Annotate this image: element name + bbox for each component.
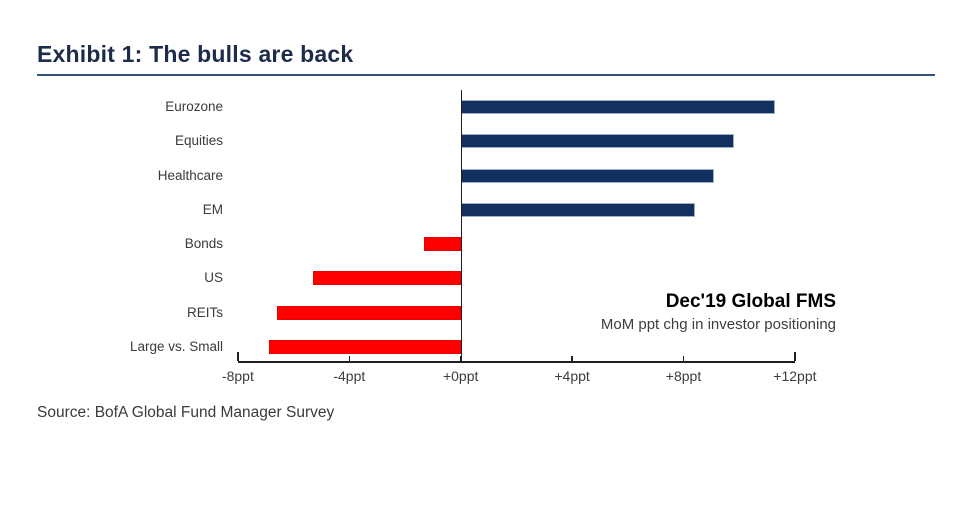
x-axis-tick <box>348 356 351 361</box>
x-tick-label: +4ppt <box>554 368 590 384</box>
bar-eurozone <box>460 100 776 114</box>
chart-annotation: Dec'19 Global FMS MoM ppt chg in investo… <box>601 290 836 335</box>
title-underline <box>37 74 935 76</box>
x-tick-label: +0ppt <box>442 368 479 384</box>
bar-large-vs-small <box>268 339 461 354</box>
x-axis-baseline <box>237 361 795 363</box>
x-axis-tick <box>571 356 573 361</box>
category-label-us: US <box>204 270 223 286</box>
x-tick-label: +8ppt <box>665 368 702 384</box>
annotation-subtitle: MoM ppt chg in investor positioning <box>600 316 836 333</box>
bar-bonds <box>424 237 461 251</box>
category-label-bonds: Bonds <box>184 236 223 251</box>
bar-em <box>460 202 695 217</box>
annotation-title: Dec'19 Global FMS <box>665 291 836 312</box>
x-axis-tick <box>459 356 462 361</box>
bar-equities <box>460 134 734 149</box>
category-label-equities: Equities <box>174 133 223 149</box>
bar-us <box>313 271 461 286</box>
category-label-reits: REITs <box>186 304 223 320</box>
category-label-em: EM <box>202 201 223 217</box>
zero-axis-line <box>460 90 463 363</box>
category-label-healthcare: Healthcare <box>157 167 223 183</box>
x-tick-label: -8ppt <box>221 368 254 384</box>
x-axis-tick <box>237 352 239 361</box>
source-note: Source: BofA Global Fund Manager Survey <box>37 404 335 421</box>
category-label-large-vs-small: Large vs. Small <box>129 338 223 354</box>
x-tick-label: +12ppt <box>773 368 817 384</box>
x-axis-tick <box>794 352 796 361</box>
category-label-eurozone: Eurozone <box>165 99 223 114</box>
x-axis-tick <box>682 356 685 361</box>
bar-healthcare <box>460 168 715 183</box>
exhibit-title: Exhibit 1: The bulls are back <box>37 41 354 67</box>
bar-reits <box>276 305 461 320</box>
x-tick-label: -4ppt <box>333 368 366 384</box>
